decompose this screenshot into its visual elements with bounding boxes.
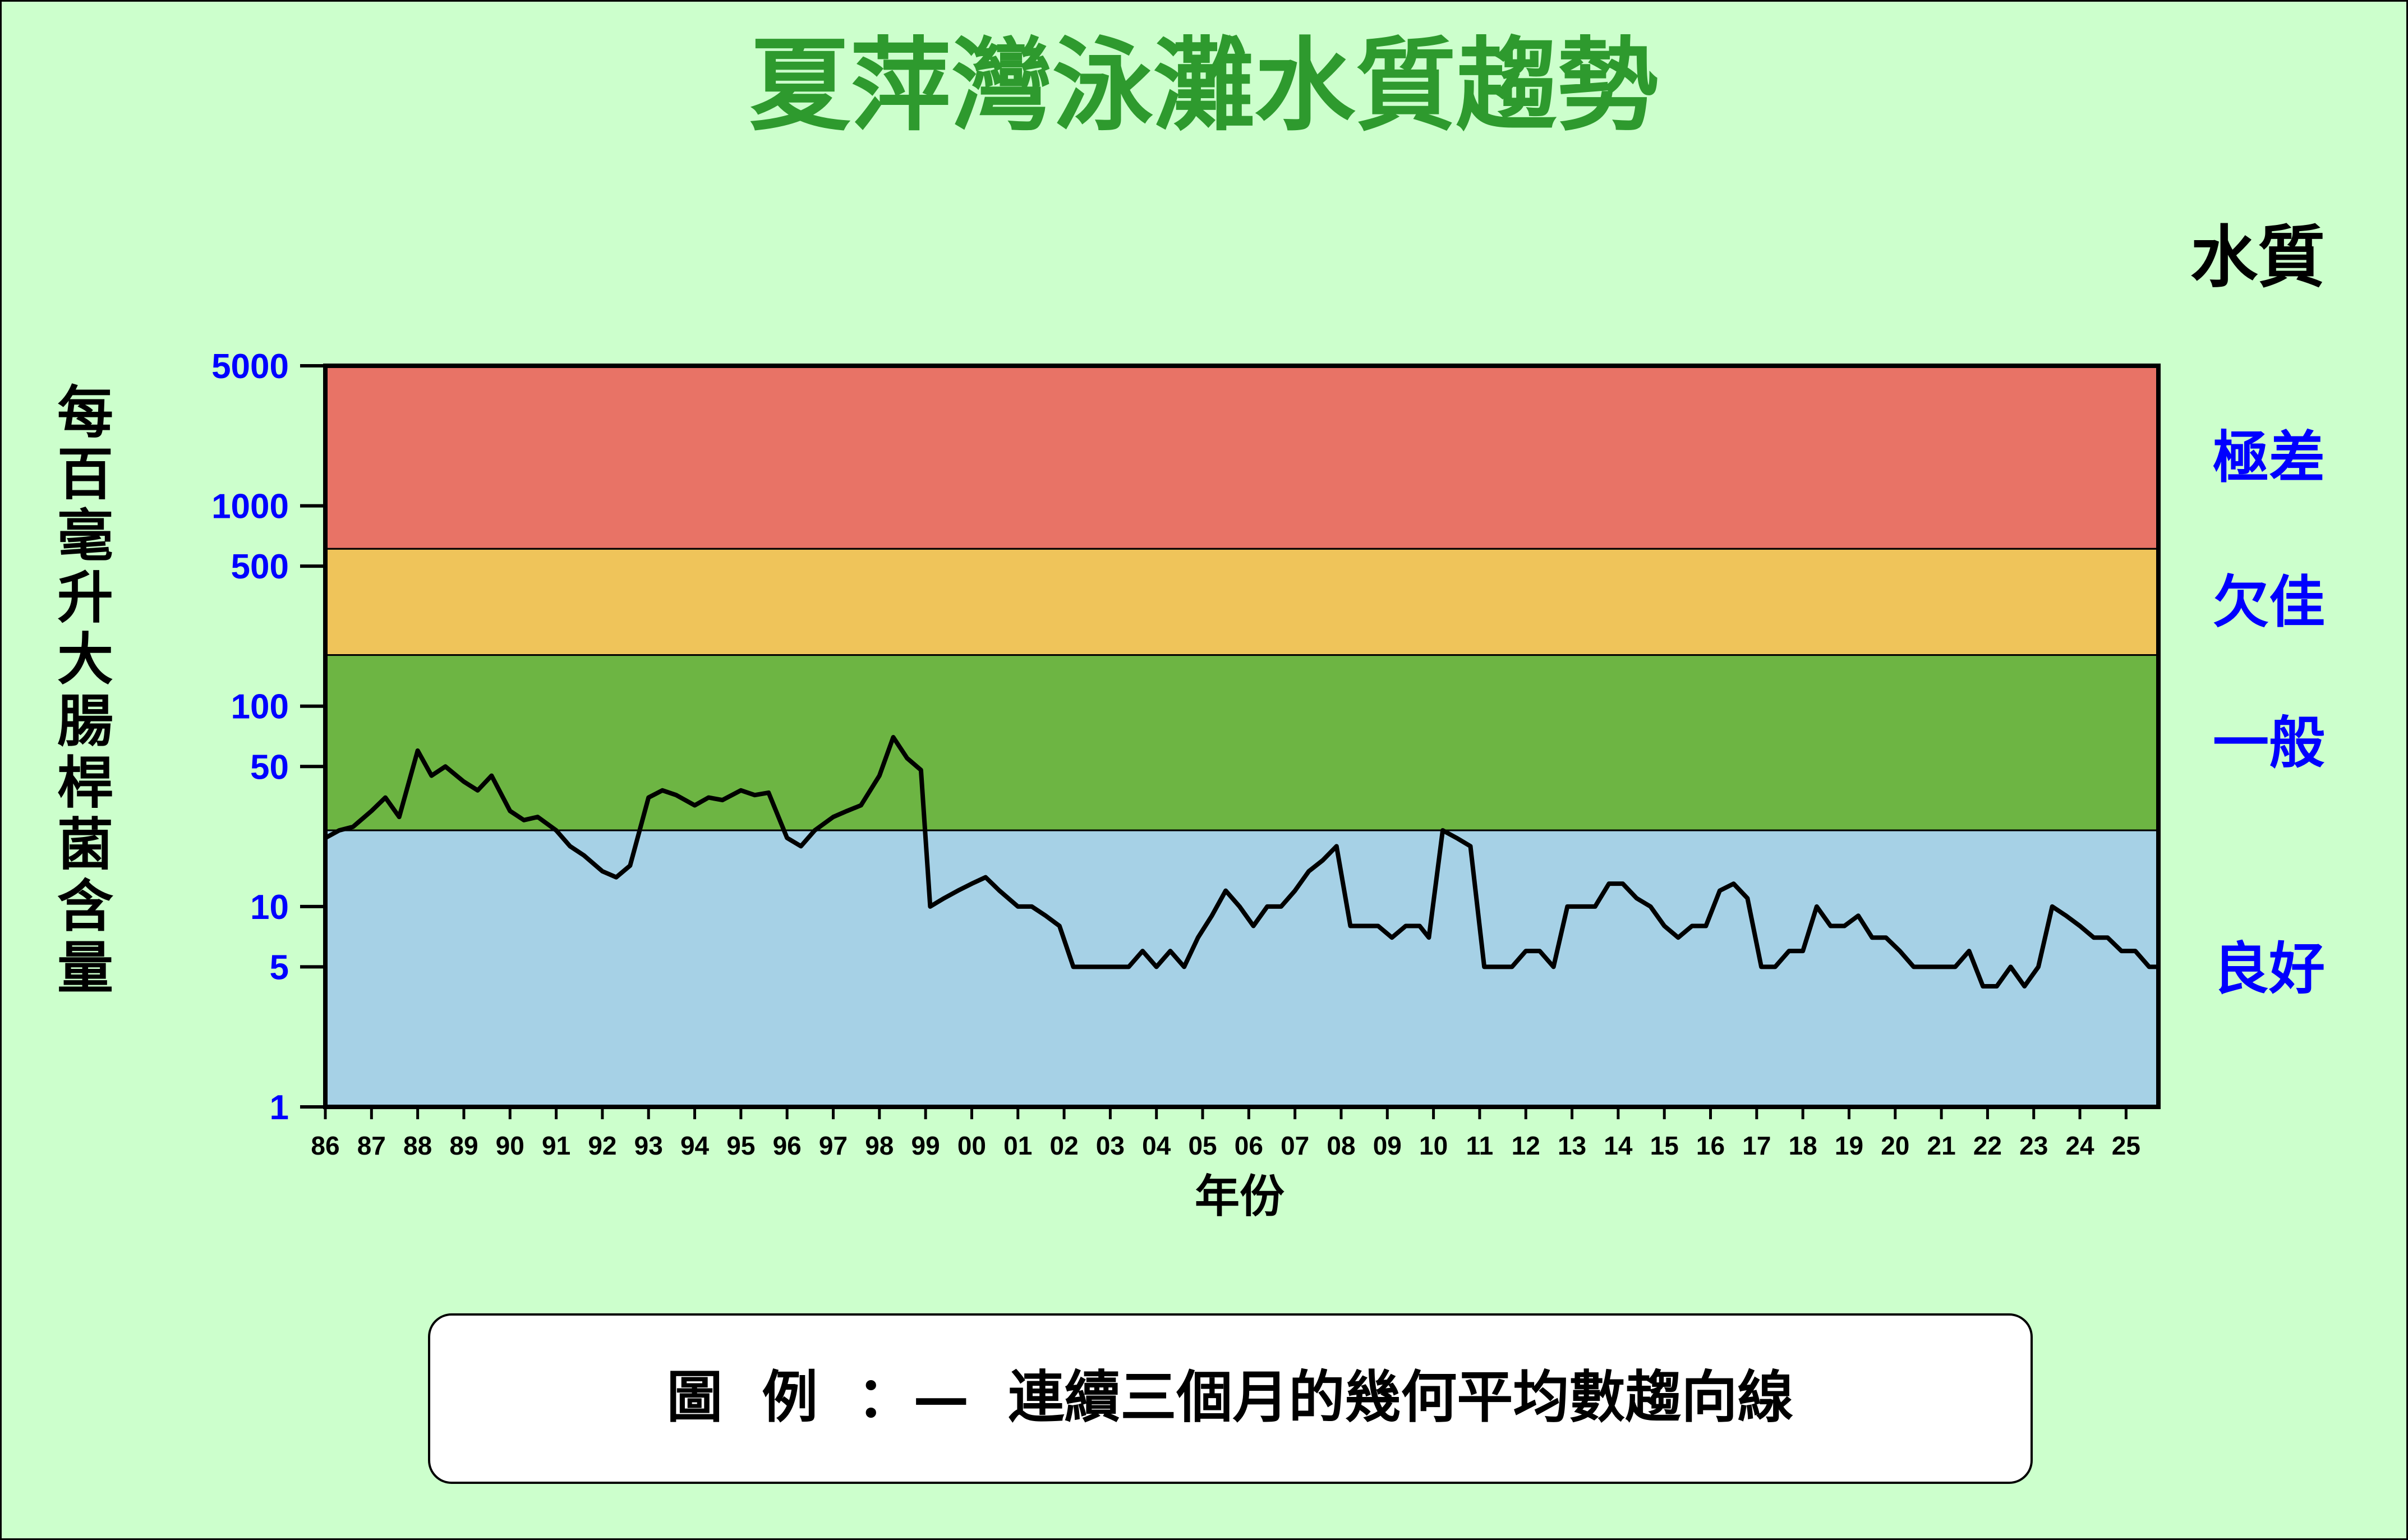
quality-label-1: 欠佳 [2213,569,2325,635]
x-tick-label: 97 [819,1131,848,1160]
x-axis-title: 年份 [1195,1170,1284,1222]
x-tick-label: 86 [311,1131,339,1160]
x-tick-label: 05 [1188,1131,1217,1160]
x-tick-label: 16 [1696,1131,1725,1160]
trend-line-0 [324,735,2158,989]
quality-label-2: 一般 [2213,710,2325,776]
x-tick-label: 03 [1096,1131,1125,1160]
x-tick-label: 23 [2019,1131,2048,1160]
x-tick-label: 93 [634,1131,663,1160]
x-tick-label: 21 [1927,1131,1956,1160]
quality-band-1 [324,548,2160,656]
x-tick-label: 15 [1650,1131,1679,1160]
x-tick-label: 04 [1142,1131,1171,1160]
x-tick-label: 87 [357,1131,386,1160]
x-tick-label: 95 [726,1131,755,1160]
x-tick-label: 17 [1742,1131,1771,1160]
x-tick-label: 20 [1881,1131,1909,1160]
x-tick-label: 14 [1604,1131,1633,1160]
y-axis: 5000 1000 500 100 50 10 5 1 [211,347,325,1127]
quality-label-3: 良好 [2213,936,2325,1002]
series-layer [324,735,2158,989]
x-tick-label: 07 [1281,1131,1309,1160]
y-tick-label: 50 [250,748,289,787]
x-tick-label: 22 [1973,1131,2002,1160]
x-tick-label: 12 [1512,1131,1540,1160]
x-tick-label: 08 [1327,1131,1355,1160]
x-tick-label: 98 [865,1131,894,1160]
plot-area-border [323,364,2161,1109]
x-tick-label: 25 [2112,1131,2140,1160]
x-tick-label: 94 [680,1131,710,1160]
x-tick-label: 19 [1835,1131,1863,1160]
quality-header: 水質 [2190,218,2325,297]
y-tick-label: 5000 [211,347,289,386]
y-axis-title: 每百毫升大腸桿菌含量 [57,379,113,1001]
x-tick-label: 92 [588,1131,616,1160]
x-tick-label: 10 [1419,1131,1448,1160]
y-tick-label: 1 [270,1088,289,1127]
x-tick-label: 91 [542,1131,570,1160]
x-tick-label: 00 [957,1131,986,1160]
quality-band-2 [324,654,2160,831]
y-tick-label: 1000 [211,488,289,526]
quality-band-0 [324,365,2160,550]
quality-label-0: 極差 [2213,424,2325,490]
y-tick-label: 5 [270,948,289,987]
quality-bands [324,365,2160,1108]
x-tick-label: 89 [449,1131,478,1160]
x-tick-label: 18 [1789,1131,1817,1160]
x-tick-label: 02 [1049,1131,1078,1160]
legend-box [428,1313,2033,1484]
chart-title: 夏萍灣泳灘水質趨勢 [749,26,1658,145]
x-tick-label: 24 [2065,1131,2094,1160]
x-tick-label: 09 [1373,1131,1402,1160]
x-tick-label: 01 [1003,1131,1032,1160]
y-tick-label: 500 [231,548,289,586]
x-tick-label: 90 [496,1131,524,1160]
x-tick-label: 11 [1466,1131,1494,1160]
x-tick-label: 13 [1558,1131,1586,1160]
quality-band-3 [324,829,2160,1108]
legend-label: 圖 例 ：— 連續三個月的幾何平均數趨向線 [667,1364,1794,1430]
x-tick-label: 96 [773,1131,802,1160]
y-tick-label: 100 [231,688,289,727]
x-axis: 86 87 88 89 90 91 92 93 94 95 96 97 98 99 00 01 02 03 04 05… [311,1107,2140,1160]
x-tick-label: 88 [403,1131,432,1160]
y-tick-label: 10 [250,888,289,927]
x-tick-label: 99 [911,1131,940,1160]
x-tick-label: 06 [1235,1131,1263,1160]
